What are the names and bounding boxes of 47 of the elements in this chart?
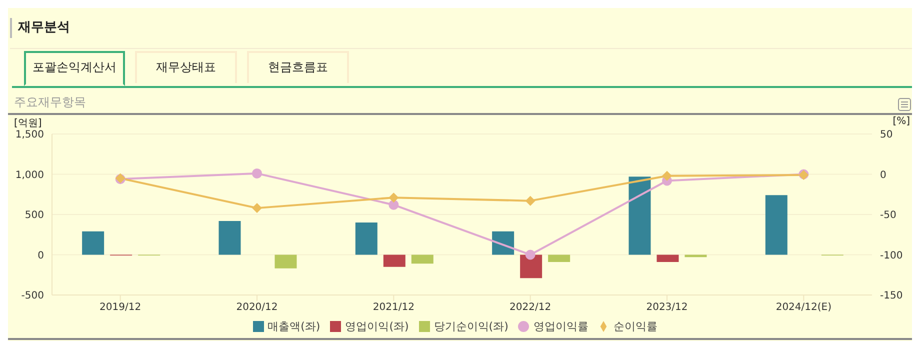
bar <box>656 254 679 262</box>
x-tick-label: 2020/12 <box>236 302 278 314</box>
point <box>252 168 262 178</box>
chart-subtitle: 주요재무항목 <box>14 94 86 110</box>
bar <box>82 231 104 255</box>
y2-tick-label: 0 <box>880 170 886 181</box>
legend-label: 매출액(좌) <box>268 320 320 333</box>
y-tick-label: 1,000 <box>15 170 44 181</box>
point <box>525 196 536 206</box>
point <box>388 200 399 210</box>
bar <box>628 176 651 255</box>
bar <box>411 254 434 264</box>
x-tick-label: 2024/12(E) <box>776 302 832 314</box>
point <box>388 192 399 203</box>
legend-label: 영업이익(좌) <box>345 320 409 333</box>
y2-tick-label: 50 <box>880 130 893 141</box>
point <box>525 250 536 260</box>
y-axis-title: [억원] <box>14 117 42 130</box>
text: 현금흐름표 <box>247 51 349 83</box>
bar <box>765 195 788 255</box>
legend-label: 당기순이익(좌) <box>434 320 508 333</box>
x-tick-label: 2023/12 <box>646 302 688 314</box>
x-tick-label: 2019/12 <box>100 302 142 314</box>
bar <box>218 220 241 255</box>
chart-title: 재무분석 <box>10 18 70 38</box>
text: 재무상태표 <box>135 51 237 83</box>
bar <box>274 254 297 268</box>
legend-label: 영업이익률 <box>533 320 588 333</box>
legend-label: 순이익률 <box>613 320 658 333</box>
y2-tick-label: -100 <box>880 250 903 262</box>
bar <box>355 222 378 255</box>
x-tick-label: 2022/12 <box>510 302 552 314</box>
x-tick-label: 2021/12 <box>372 302 414 314</box>
y2-tick-label: -50 <box>880 210 896 222</box>
y2-tick-label: -150 <box>880 290 903 302</box>
y-tick-label: -500 <box>21 290 44 302</box>
bar <box>492 231 514 255</box>
point <box>662 170 672 181</box>
text: 포괄손익계산서 <box>24 51 125 86</box>
y-tick-label: 1,500 <box>15 130 44 141</box>
y-tick-label: 500 <box>24 210 44 222</box>
point <box>252 203 262 214</box>
y2-axis-title: [%] <box>892 116 910 127</box>
y-tick-label: 0 <box>38 250 44 262</box>
bar <box>520 254 542 278</box>
bar <box>383 254 406 267</box>
bar <box>548 254 570 262</box>
